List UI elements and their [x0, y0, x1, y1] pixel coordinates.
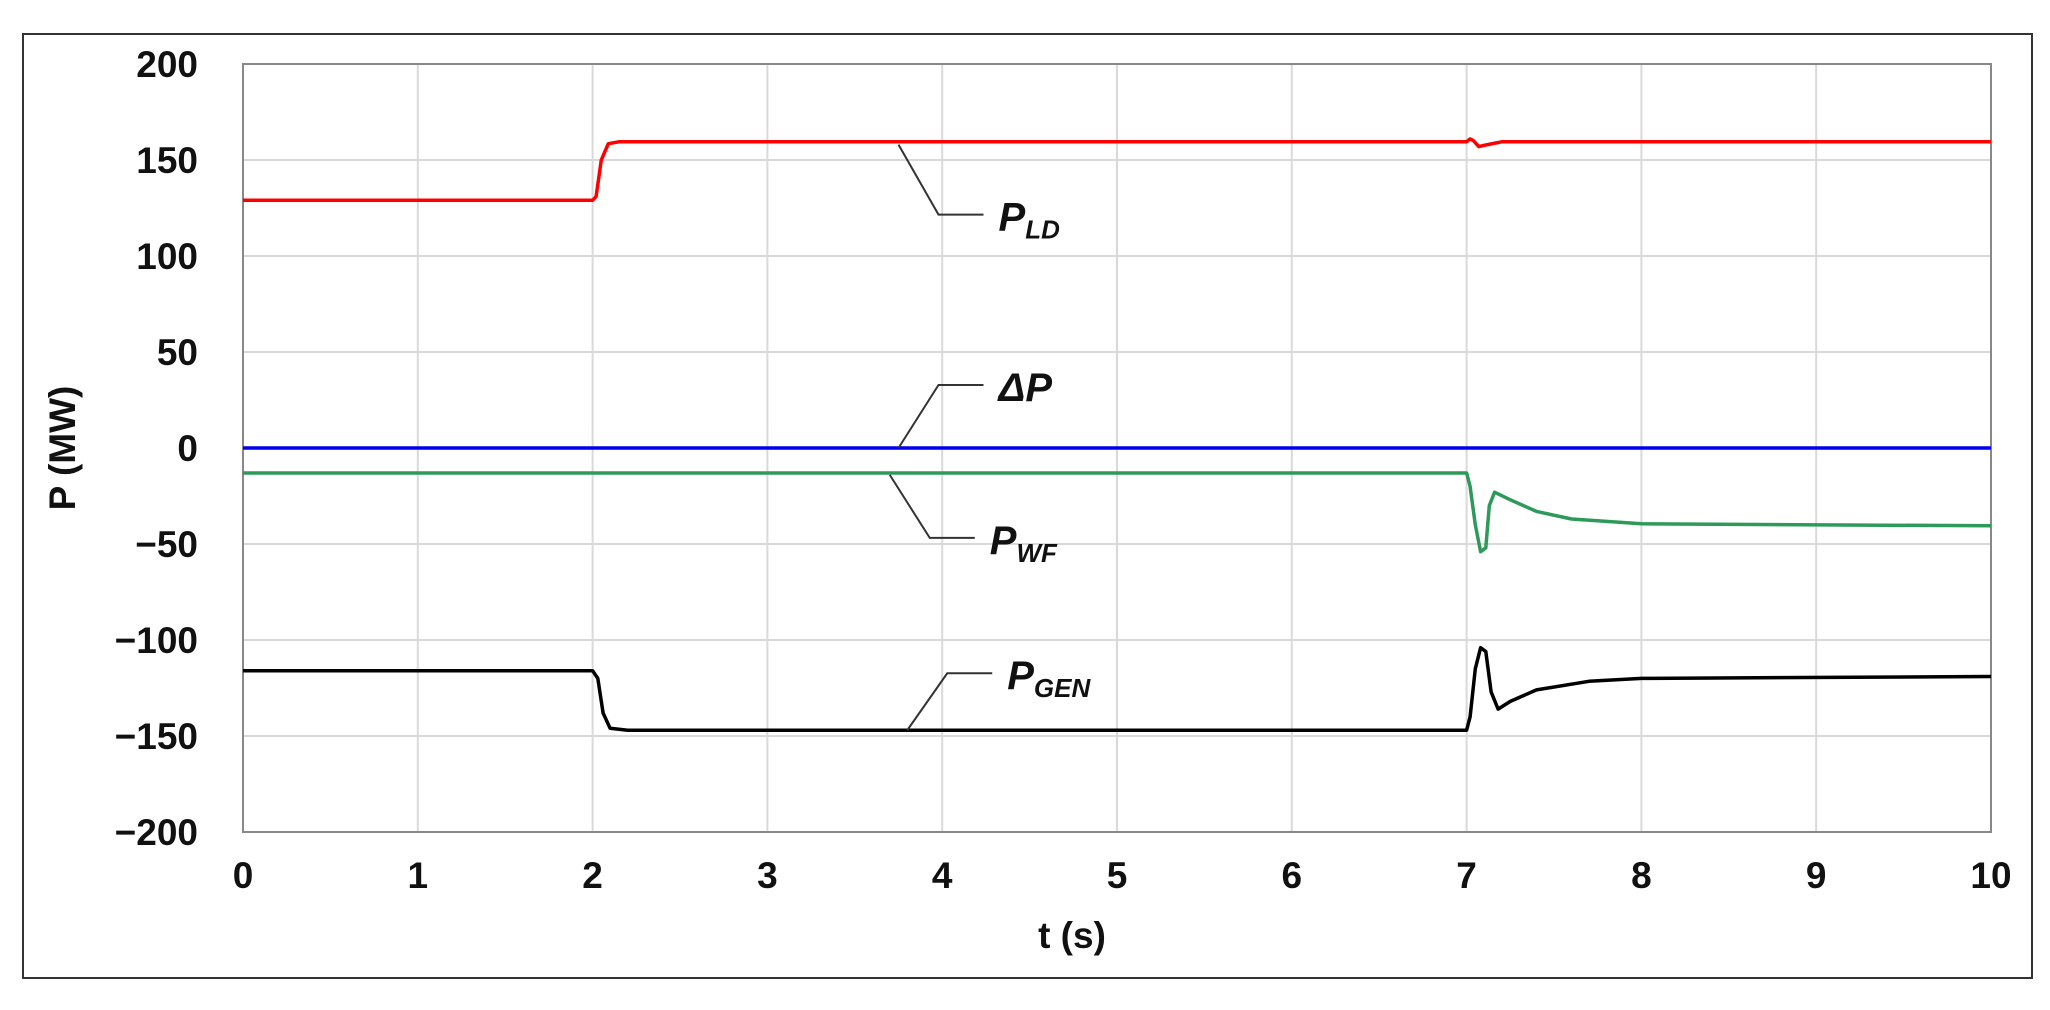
y-tick-label: 50 [157, 332, 198, 373]
series-line [243, 645, 1992, 732]
x-tick-label: 10 [1970, 855, 2011, 896]
y-axis-ticks: 200 150 100 50 0 −50 −100 −150 −200 [115, 44, 198, 853]
leader-line [906, 672, 993, 731]
x-tick-label: 9 [1806, 855, 1827, 896]
series-line [243, 137, 1991, 203]
series-labels: PLD ΔP PWF PGEN [990, 196, 1092, 704]
series-label: PWF [990, 519, 1058, 568]
series-leader-lines [888, 144, 993, 731]
x-tick-label: 5 [1107, 855, 1128, 896]
x-tick-label: 0 [233, 855, 254, 896]
y-tick-label: −200 [115, 812, 198, 853]
y-tick-label: 200 [136, 44, 198, 85]
series-label: ΔP [997, 366, 1053, 410]
chart-frame [22, 33, 2033, 979]
series-label: PGEN [1007, 654, 1091, 703]
x-tick-label: 1 [408, 855, 429, 896]
leader-line [888, 474, 975, 539]
y-tick-label: 150 [136, 140, 198, 181]
x-tick-label: 8 [1631, 855, 1652, 896]
x-tick-label: 4 [932, 855, 953, 896]
x-tick-label: 6 [1282, 855, 1303, 896]
series-lines [243, 137, 1992, 732]
x-tick-label: 2 [582, 855, 603, 896]
x-axis-title: t (s) [1038, 915, 1106, 956]
x-tick-label: 7 [1456, 855, 1477, 896]
series-line [243, 471, 1992, 554]
x-axis-ticks: 0 1 2 3 4 5 6 7 8 9 10 [233, 855, 2012, 896]
x-tick-label: 3 [757, 855, 778, 896]
series-label: PLD [999, 196, 1061, 245]
y-tick-label: −100 [115, 620, 198, 661]
y-axis-title: P (MW) [42, 386, 83, 511]
y-tick-label: 0 [177, 428, 198, 469]
y-tick-label: 100 [136, 236, 198, 277]
leader-line [897, 384, 984, 449]
leader-line [897, 144, 984, 216]
y-tick-label: −150 [115, 716, 198, 757]
y-tick-label: −50 [135, 524, 198, 565]
